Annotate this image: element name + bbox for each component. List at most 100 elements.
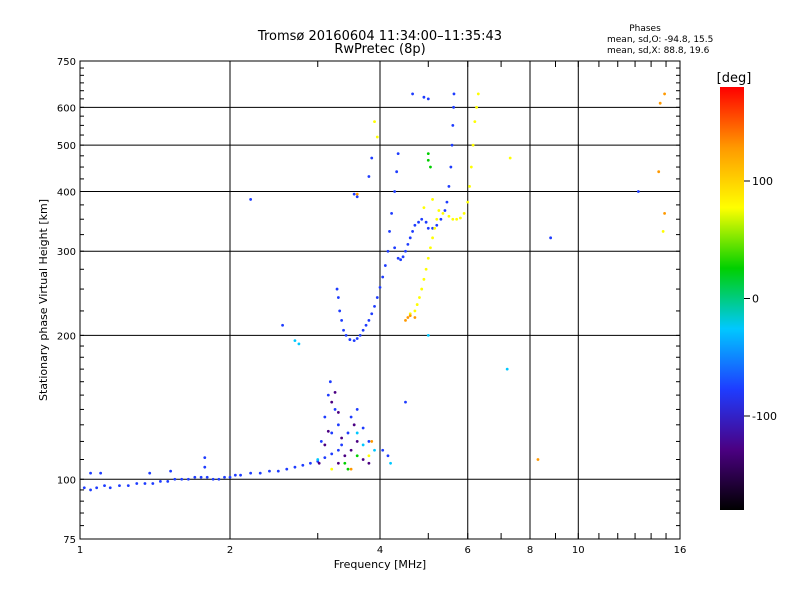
data-point (268, 469, 271, 473)
data-point (355, 408, 359, 411)
data-point (336, 448, 340, 452)
data-point (411, 92, 414, 96)
data-point (426, 256, 430, 260)
data-point (317, 461, 321, 465)
data-point (424, 220, 428, 224)
data-point (367, 318, 371, 322)
data-point (349, 467, 353, 471)
data-point (452, 92, 456, 96)
data-point (151, 482, 155, 485)
data-point (340, 436, 344, 440)
data-point (169, 469, 173, 473)
data-point (330, 431, 334, 435)
data-point (330, 452, 334, 456)
data-points (82, 92, 666, 492)
data-point (316, 458, 320, 461)
data-point (471, 143, 475, 147)
y-tick-label: 300 (57, 247, 76, 258)
data-point (340, 443, 344, 447)
data-point (390, 211, 393, 215)
data-point (323, 456, 327, 460)
y-tick-label: 750 (57, 57, 76, 68)
data-point (393, 246, 397, 250)
data-point (352, 192, 356, 196)
data-point (361, 458, 365, 461)
data-point (386, 454, 390, 458)
data-point (373, 304, 376, 308)
data-point (508, 156, 512, 160)
x-axis-label: Frequency [MHz] (334, 558, 426, 571)
data-point (361, 328, 365, 332)
grid-lines (80, 61, 680, 539)
data-point (367, 454, 371, 458)
colorbar-tick-label: -100 (752, 410, 777, 423)
data-point (233, 473, 237, 477)
data-point (466, 200, 470, 204)
data-point (468, 184, 471, 188)
data-point (281, 323, 284, 327)
y-tick-label: 400 (57, 187, 76, 198)
chart-subtitle: RwPretec (8p) (334, 42, 425, 57)
data-point (408, 236, 412, 240)
data-point (361, 426, 365, 430)
data-point (355, 195, 359, 199)
data-point (415, 303, 419, 306)
data-point (118, 484, 121, 488)
data-point (396, 256, 400, 260)
data-point (239, 473, 242, 477)
data-point (367, 175, 371, 178)
data-point (413, 309, 417, 313)
colorbar-tick-label: 0 (752, 293, 759, 306)
data-point (99, 471, 103, 475)
data-point (330, 400, 334, 404)
data-point (166, 479, 170, 483)
data-point (388, 230, 391, 233)
data-point (439, 217, 443, 221)
data-point (336, 296, 340, 299)
data-point (449, 165, 453, 169)
data-point (358, 333, 362, 337)
data-point (431, 236, 434, 240)
y-tick-label: 75 (63, 535, 76, 546)
data-point (426, 152, 430, 156)
data-point (173, 477, 177, 481)
data-point (475, 105, 478, 109)
data-point (373, 120, 376, 124)
data-point (333, 408, 337, 411)
y-tick-label: 100 (57, 475, 76, 486)
data-point (342, 328, 345, 332)
data-point (375, 135, 379, 139)
data-point (293, 465, 297, 469)
data-point (424, 267, 428, 271)
data-point (381, 448, 385, 452)
data-point (346, 467, 350, 471)
data-point (663, 211, 666, 215)
y-tick-label: 200 (57, 331, 76, 342)
data-point (404, 400, 407, 404)
data-point (370, 156, 374, 160)
data-point (367, 440, 371, 443)
data-point (326, 393, 330, 397)
plot-area-frame (79, 60, 681, 540)
data-point (95, 486, 99, 490)
data-point (343, 454, 347, 458)
data-point (285, 467, 289, 471)
x-tick-label: 4 (377, 545, 383, 556)
data-point (435, 223, 439, 227)
data-point (258, 471, 262, 475)
data-point (459, 216, 462, 220)
data-point (217, 477, 221, 481)
phase-stats-x: mean, sd,X: 88.8, 19.6 (607, 46, 710, 56)
data-point (406, 243, 410, 246)
data-point (211, 477, 215, 481)
x-tick-label: 6 (465, 545, 471, 556)
data-point (399, 258, 403, 262)
data-point (355, 440, 359, 443)
data-point (447, 184, 451, 188)
data-point (186, 477, 190, 481)
x-tick-label: 16 (674, 545, 687, 556)
data-point (431, 226, 434, 230)
data-point (199, 475, 203, 479)
x-tick-label: 1 (77, 545, 83, 556)
